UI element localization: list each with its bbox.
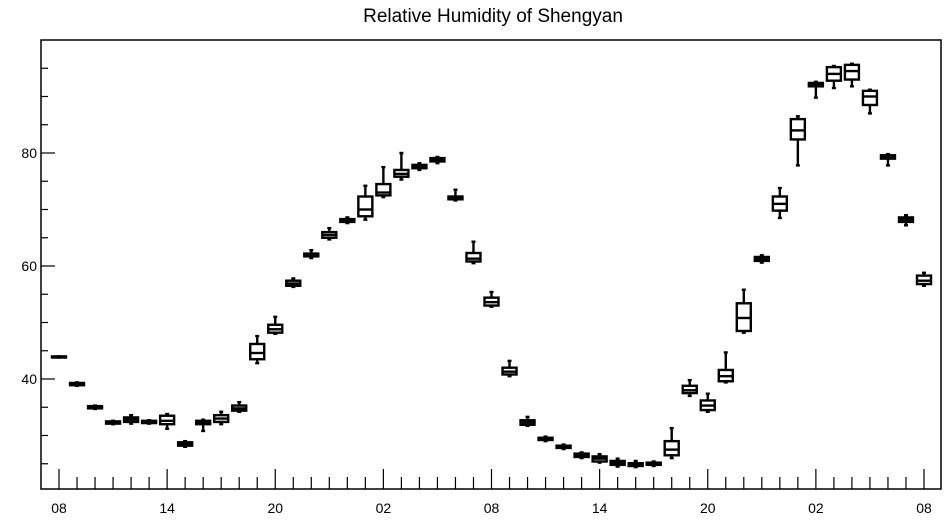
y-axis: 40 60 80 [21, 67, 55, 465]
plot-frame [40, 39, 942, 490]
box [861, 88, 879, 115]
x-tick-label: 08 [916, 500, 932, 516]
box [158, 412, 176, 430]
box [50, 355, 68, 359]
box [68, 381, 86, 387]
box [140, 419, 158, 425]
box-series [50, 62, 933, 469]
box [789, 115, 807, 167]
x-tick-label: 08 [51, 500, 67, 516]
box-body [375, 182, 392, 197]
box [573, 451, 590, 460]
box [735, 288, 752, 334]
box [393, 151, 410, 181]
box [411, 161, 428, 172]
box [447, 188, 464, 202]
box [483, 290, 500, 308]
box [303, 248, 320, 260]
x-axis: 08 14 20 02 08 14 20 02 08 [51, 469, 932, 516]
box-body [663, 439, 680, 457]
box [663, 426, 680, 460]
box-body [357, 195, 374, 218]
box [537, 435, 554, 443]
box [591, 452, 608, 464]
box [194, 418, 212, 433]
box [104, 419, 122, 426]
box [86, 404, 104, 411]
box [465, 240, 482, 265]
box-body [465, 251, 482, 263]
box [879, 152, 897, 167]
box [717, 351, 734, 384]
x-tick-label: 14 [592, 500, 608, 516]
box [375, 165, 392, 199]
box [627, 459, 644, 469]
y-tick-label: 80 [21, 145, 37, 161]
x-tick-label: 20 [267, 500, 283, 516]
chart-title: Relative Humidity of Shengyan [363, 6, 623, 27]
box [555, 443, 572, 451]
box [267, 315, 284, 335]
box [176, 439, 194, 448]
box [897, 213, 915, 227]
x-tick-label: 14 [159, 500, 175, 516]
x-tick-label: 20 [700, 500, 716, 516]
y-tick-label: 40 [21, 371, 37, 387]
box [212, 410, 230, 426]
box [429, 155, 446, 165]
box-body [861, 89, 879, 107]
box [519, 415, 536, 428]
box [285, 277, 302, 289]
x-tick-label: 02 [808, 500, 824, 516]
box [681, 378, 698, 398]
box [249, 334, 266, 365]
x-tick-label: 08 [484, 500, 500, 516]
box [807, 80, 825, 99]
box [843, 62, 861, 88]
box [501, 359, 518, 378]
box [753, 254, 771, 264]
box [645, 460, 662, 468]
box-body [249, 342, 266, 361]
x-tick-label: 02 [376, 500, 392, 516]
box [699, 392, 716, 413]
y-tick-label: 60 [21, 258, 37, 274]
box [357, 184, 374, 221]
box [609, 457, 626, 468]
box [321, 226, 338, 241]
box [122, 413, 140, 425]
box [339, 216, 356, 225]
box [915, 271, 933, 287]
box [771, 186, 789, 220]
box [825, 64, 843, 90]
box [231, 400, 248, 413]
